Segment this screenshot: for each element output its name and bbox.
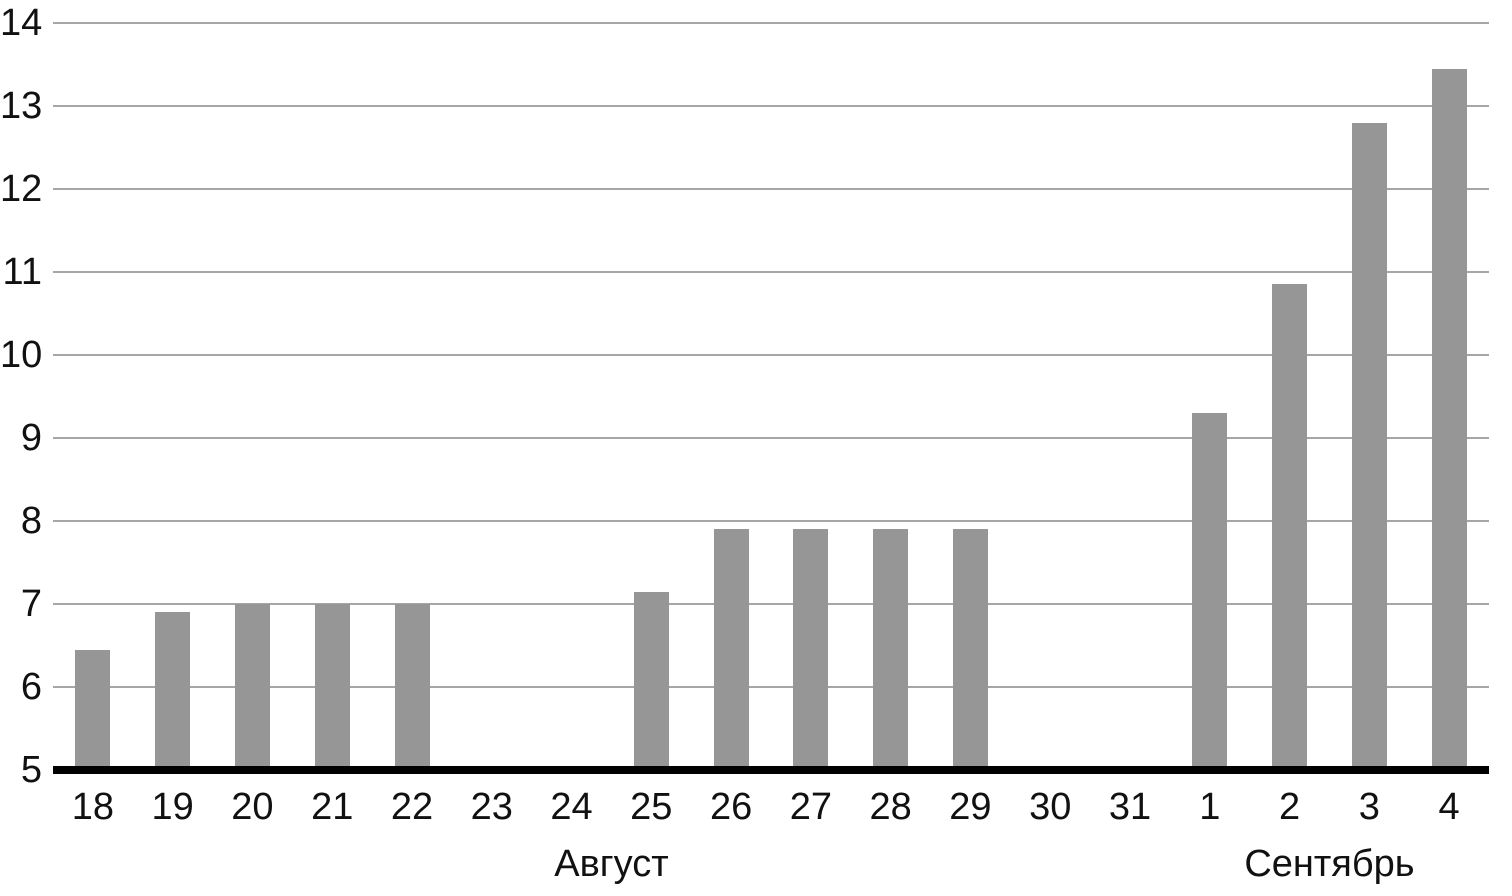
x-axis-tick-label-3: 3 xyxy=(1358,786,1380,828)
x-axis-tick-label-20: 20 xyxy=(231,786,274,828)
gridline-y-8 xyxy=(53,520,1489,522)
x-axis-tick-label-23: 23 xyxy=(470,786,513,828)
y-axis-tick-label-7: 7 xyxy=(20,583,42,625)
bar-22 xyxy=(394,604,430,770)
x-axis-tick-label-19: 19 xyxy=(151,786,194,828)
y-axis-tick-label-8: 8 xyxy=(20,500,42,542)
x-axis-line xyxy=(53,766,1489,774)
gridline-y-11 xyxy=(53,271,1489,273)
bar-27 xyxy=(793,529,829,770)
bar-20 xyxy=(234,604,270,770)
gridline-y-13 xyxy=(53,105,1489,107)
x-axis-tick-label-31: 31 xyxy=(1108,786,1152,828)
y-axis-tick-label-13: 13 xyxy=(0,85,43,127)
x-axis-tick-label-22: 22 xyxy=(390,786,434,828)
x-axis-tick-label-1: 1 xyxy=(1199,786,1221,828)
y-axis-tick-label-6: 6 xyxy=(20,666,42,708)
x-axis-tick-label-26: 26 xyxy=(709,786,753,828)
x-axis-tick-label-30: 30 xyxy=(1029,786,1072,828)
x-axis-tick-label-29: 29 xyxy=(949,786,992,828)
bar-2 xyxy=(1272,284,1308,770)
month-label-0: Август xyxy=(554,843,669,885)
month-label-14: Сентябрь xyxy=(1244,843,1415,885)
x-axis-tick-label-24: 24 xyxy=(550,786,593,828)
bar-19 xyxy=(155,612,191,770)
bar-29 xyxy=(952,529,988,770)
gridline-y-12 xyxy=(53,188,1489,190)
x-axis-tick-label-21: 21 xyxy=(311,786,354,828)
bar-4 xyxy=(1431,68,1467,770)
x-axis-tick-label-25: 25 xyxy=(630,786,673,828)
bar-25 xyxy=(633,591,669,770)
bar-21 xyxy=(314,604,350,770)
y-axis-tick-label-12: 12 xyxy=(0,168,43,210)
x-axis-tick-label-27: 27 xyxy=(789,786,833,828)
x-axis-tick-label-4: 4 xyxy=(1438,786,1460,828)
bar-1 xyxy=(1192,413,1228,770)
bar-18 xyxy=(75,649,111,770)
y-axis-tick-label-5: 5 xyxy=(20,749,42,791)
gridline-y-6 xyxy=(53,686,1489,688)
gridline-y-14 xyxy=(53,22,1489,24)
y-axis-tick-label-14: 14 xyxy=(0,2,43,44)
x-axis-tick-label-18: 18 xyxy=(71,786,115,828)
gridline-y-9 xyxy=(53,437,1489,439)
bar-28 xyxy=(873,529,909,770)
bar-26 xyxy=(713,529,749,770)
x-axis-tick-label-28: 28 xyxy=(869,786,912,828)
y-axis-tick-label-11: 11 xyxy=(2,251,42,293)
gridline-y-7 xyxy=(53,603,1489,605)
y-axis-tick-label-10: 10 xyxy=(0,334,43,376)
gridline-y-10 xyxy=(53,354,1489,356)
bar-3 xyxy=(1351,122,1387,770)
x-axis-tick-label-2: 2 xyxy=(1278,786,1301,828)
y-axis-tick-label-9: 9 xyxy=(20,417,42,459)
